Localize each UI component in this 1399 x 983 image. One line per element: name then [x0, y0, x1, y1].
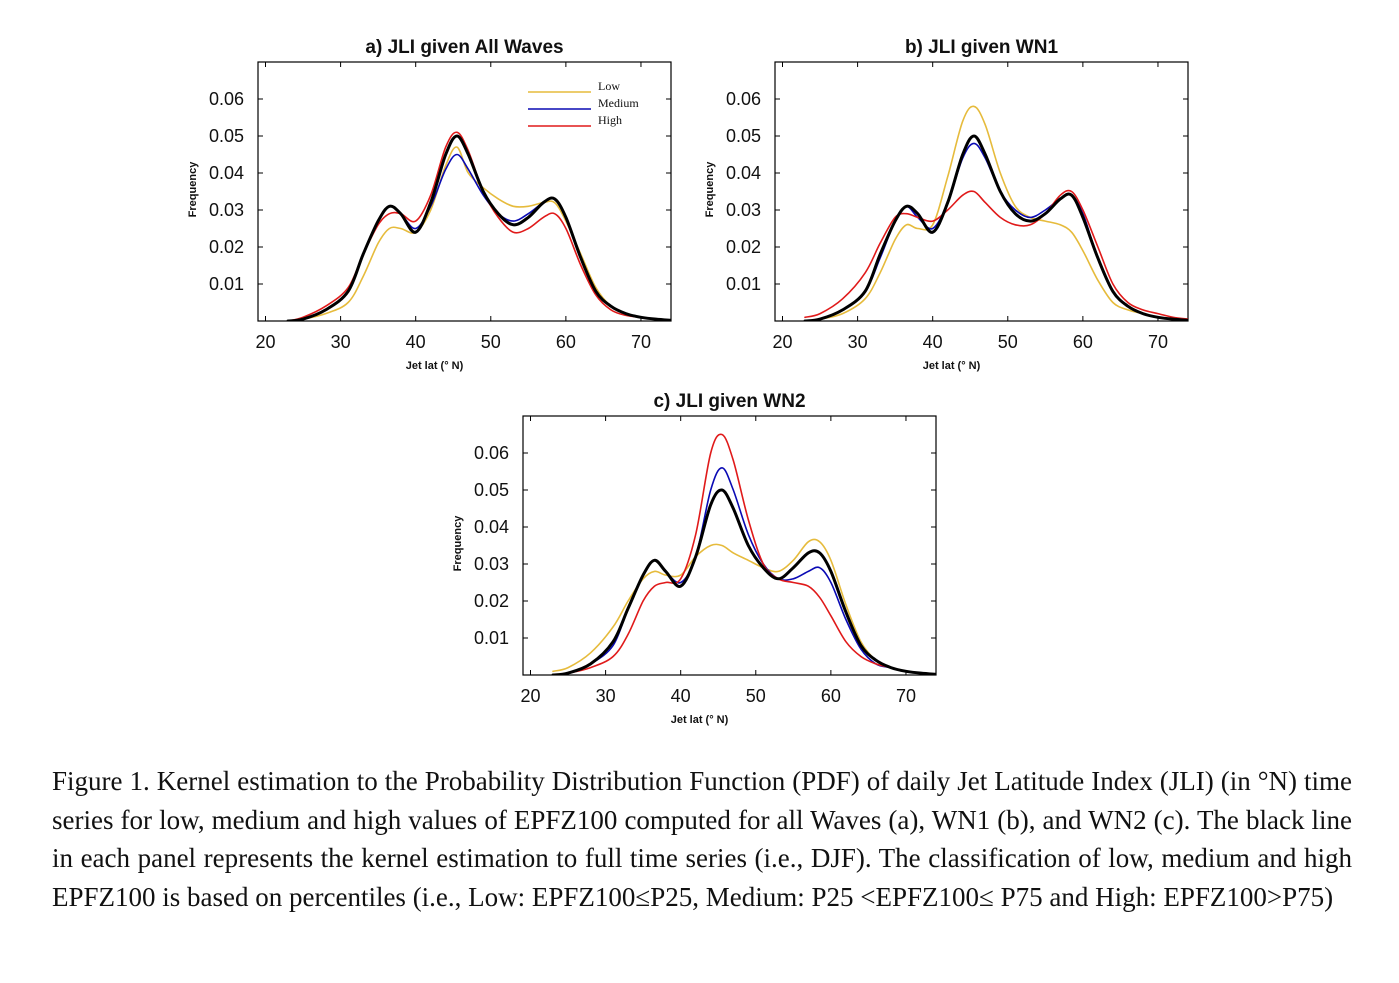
series-line-high	[552, 433, 936, 675]
figure-caption: Figure 1. Kernel estimation to the Proba…	[52, 766, 1352, 912]
y-tick-label: 0.02	[726, 237, 761, 257]
x-tick-label: 30	[596, 686, 616, 706]
y-tick-label: 0.06	[474, 443, 509, 463]
x-tick-label: 70	[631, 332, 651, 352]
y-tick-label: 0.01	[726, 274, 761, 294]
x-tick-label: 20	[255, 332, 275, 352]
series-group	[551, 433, 936, 675]
legend-label-high: High	[598, 113, 622, 127]
y-tick-label: 0.01	[209, 274, 244, 294]
y-axis-label: Frequency	[704, 161, 716, 218]
y-tick-label: 0.03	[726, 200, 761, 220]
x-tick-label: 40	[406, 332, 426, 352]
x-tick-label: 40	[923, 332, 943, 352]
y-axis-label: Frequency	[452, 515, 464, 572]
y-tick-label: 0.06	[726, 89, 761, 109]
legend: Low Medium High	[528, 79, 639, 127]
legend-label-medium: Medium	[598, 96, 639, 110]
x-tick-label: 30	[848, 332, 868, 352]
y-tick-label: 0.06	[209, 89, 244, 109]
y-tick-label: 0.02	[474, 591, 509, 611]
series-line-djf	[551, 488, 936, 675]
x-tick-label: 70	[1148, 332, 1168, 352]
legend-label-low: Low	[598, 79, 620, 93]
chart-title: b) JLI given WN1	[905, 37, 1059, 58]
x-tick-label: 50	[746, 686, 766, 706]
x-tick-label: 70	[896, 686, 916, 706]
x-axis-label: Jet lat (° N)	[671, 714, 729, 726]
chart-title: a) JLI given All Waves	[365, 37, 563, 58]
series-group	[286, 131, 671, 321]
x-tick-label: 20	[772, 332, 792, 352]
series-line-low	[804, 105, 1188, 321]
series-line-djf	[286, 134, 671, 321]
plot-frame	[257, 61, 672, 322]
plot-frame	[774, 61, 1189, 322]
x-tick-label: 60	[1073, 332, 1093, 352]
y-tick-label: 0.03	[209, 200, 244, 220]
x-tick-label: 40	[671, 686, 691, 706]
y-axis-label: Frequency	[187, 161, 199, 218]
y-tick-label: 0.05	[474, 480, 509, 500]
series-group	[803, 105, 1188, 321]
x-tick-label: 20	[520, 686, 540, 706]
x-tick-label: 50	[998, 332, 1018, 352]
y-tick-label: 0.02	[209, 237, 244, 257]
y-tick-label: 0.03	[474, 554, 509, 574]
x-axis-label: Jet lat (° N)	[406, 360, 464, 372]
x-tick-label: 60	[821, 686, 841, 706]
series-line-high	[804, 189, 1188, 320]
chart-panel-a: a) JLI given All Waves 0.01 0.02 0.03 0.04 0.…	[187, 37, 672, 372]
series-line-djf	[803, 134, 1188, 321]
chart-panel-b: b) JLI given WN1 0.01 0.02 0.03 0.04 0.05 0.06…	[704, 37, 1189, 372]
x-tick-label: 50	[481, 332, 501, 352]
x-axis-label: Jet lat (° N)	[923, 360, 981, 372]
y-tick-label: 0.05	[726, 126, 761, 146]
chart-title: c) JLI given WN2	[653, 391, 805, 412]
y-tick-label: 0.04	[474, 517, 509, 537]
chart-panel-c: c) JLI given WN2 0.01 0.02 0.03 0.04 0.05 0.06…	[452, 391, 937, 726]
x-tick-label: 60	[556, 332, 576, 352]
y-tick-label: 0.04	[726, 163, 761, 183]
series-line-low	[552, 538, 936, 675]
y-tick-label: 0.05	[209, 126, 244, 146]
y-tick-label: 0.01	[474, 628, 509, 648]
plot-frame	[522, 415, 937, 676]
y-tick-label: 0.04	[209, 163, 244, 183]
x-tick-label: 30	[331, 332, 351, 352]
